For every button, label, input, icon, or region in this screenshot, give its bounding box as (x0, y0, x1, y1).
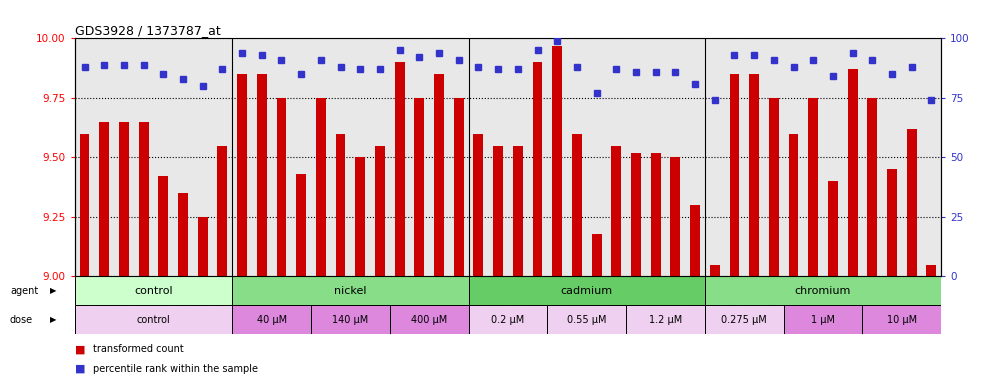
Text: agent: agent (10, 286, 38, 296)
Bar (906, 129, 916, 276)
Bar (710, 265, 720, 276)
Bar (375, 146, 384, 276)
Text: GDS3928 / 1373787_at: GDS3928 / 1373787_at (75, 24, 220, 37)
Bar (198, 217, 207, 276)
Bar (178, 193, 188, 276)
Text: nickel: nickel (335, 286, 367, 296)
Bar (729, 74, 739, 276)
Bar (809, 98, 818, 276)
Bar (533, 62, 543, 276)
Bar (670, 157, 680, 276)
Bar (705, 276, 941, 305)
Text: 1.2 μM: 1.2 μM (648, 314, 682, 325)
Bar (612, 146, 622, 276)
Bar (158, 177, 168, 276)
Bar (80, 134, 90, 276)
Text: ■: ■ (75, 344, 86, 354)
Text: control: control (136, 314, 170, 325)
Bar (434, 74, 444, 276)
Bar (705, 305, 784, 334)
Text: 0.2 μM: 0.2 μM (491, 314, 525, 325)
Bar (394, 62, 404, 276)
Bar (217, 146, 227, 276)
Text: chromium: chromium (795, 286, 852, 296)
Bar (75, 276, 232, 305)
Bar (119, 122, 128, 276)
Text: 400 μM: 400 μM (411, 314, 447, 325)
Bar (296, 174, 306, 276)
Bar (414, 98, 424, 276)
Bar (690, 205, 700, 276)
Bar (336, 134, 346, 276)
Bar (887, 169, 897, 276)
Bar (232, 276, 468, 305)
Bar (356, 157, 366, 276)
Bar (552, 46, 562, 276)
Bar (232, 305, 311, 334)
Text: control: control (134, 286, 172, 296)
Bar (468, 276, 705, 305)
Bar (389, 305, 468, 334)
Bar (749, 74, 759, 276)
Bar (592, 233, 602, 276)
Bar (863, 305, 941, 334)
Text: ■: ■ (75, 364, 86, 374)
Bar (868, 98, 877, 276)
Text: transformed count: transformed count (93, 344, 183, 354)
Bar (631, 153, 640, 276)
Bar (784, 305, 863, 334)
Text: dose: dose (10, 314, 33, 325)
Bar (468, 305, 548, 334)
Bar (316, 98, 326, 276)
Bar (513, 146, 523, 276)
Text: 0.55 μM: 0.55 μM (567, 314, 607, 325)
Bar (237, 74, 247, 276)
Text: percentile rank within the sample: percentile rank within the sample (93, 364, 258, 374)
Bar (311, 305, 389, 334)
Bar (277, 98, 287, 276)
Bar (100, 122, 110, 276)
Text: 10 μM: 10 μM (886, 314, 917, 325)
Text: 40 μM: 40 μM (257, 314, 287, 325)
Bar (493, 146, 503, 276)
Bar (828, 181, 838, 276)
Text: 140 μM: 140 μM (333, 314, 369, 325)
Bar (626, 305, 705, 334)
Bar (548, 305, 626, 334)
Bar (650, 153, 660, 276)
Bar (572, 134, 582, 276)
Bar (926, 265, 936, 276)
Bar (789, 134, 799, 276)
Bar (138, 122, 148, 276)
Bar (848, 70, 858, 276)
Bar (769, 98, 779, 276)
Text: ▶: ▶ (50, 286, 57, 295)
Text: 1 μM: 1 μM (811, 314, 835, 325)
Text: ▶: ▶ (50, 315, 57, 324)
Bar (454, 98, 464, 276)
Bar (473, 134, 483, 276)
Text: cadmium: cadmium (561, 286, 613, 296)
Bar (257, 74, 267, 276)
Text: 0.275 μM: 0.275 μM (721, 314, 767, 325)
Bar (75, 305, 232, 334)
